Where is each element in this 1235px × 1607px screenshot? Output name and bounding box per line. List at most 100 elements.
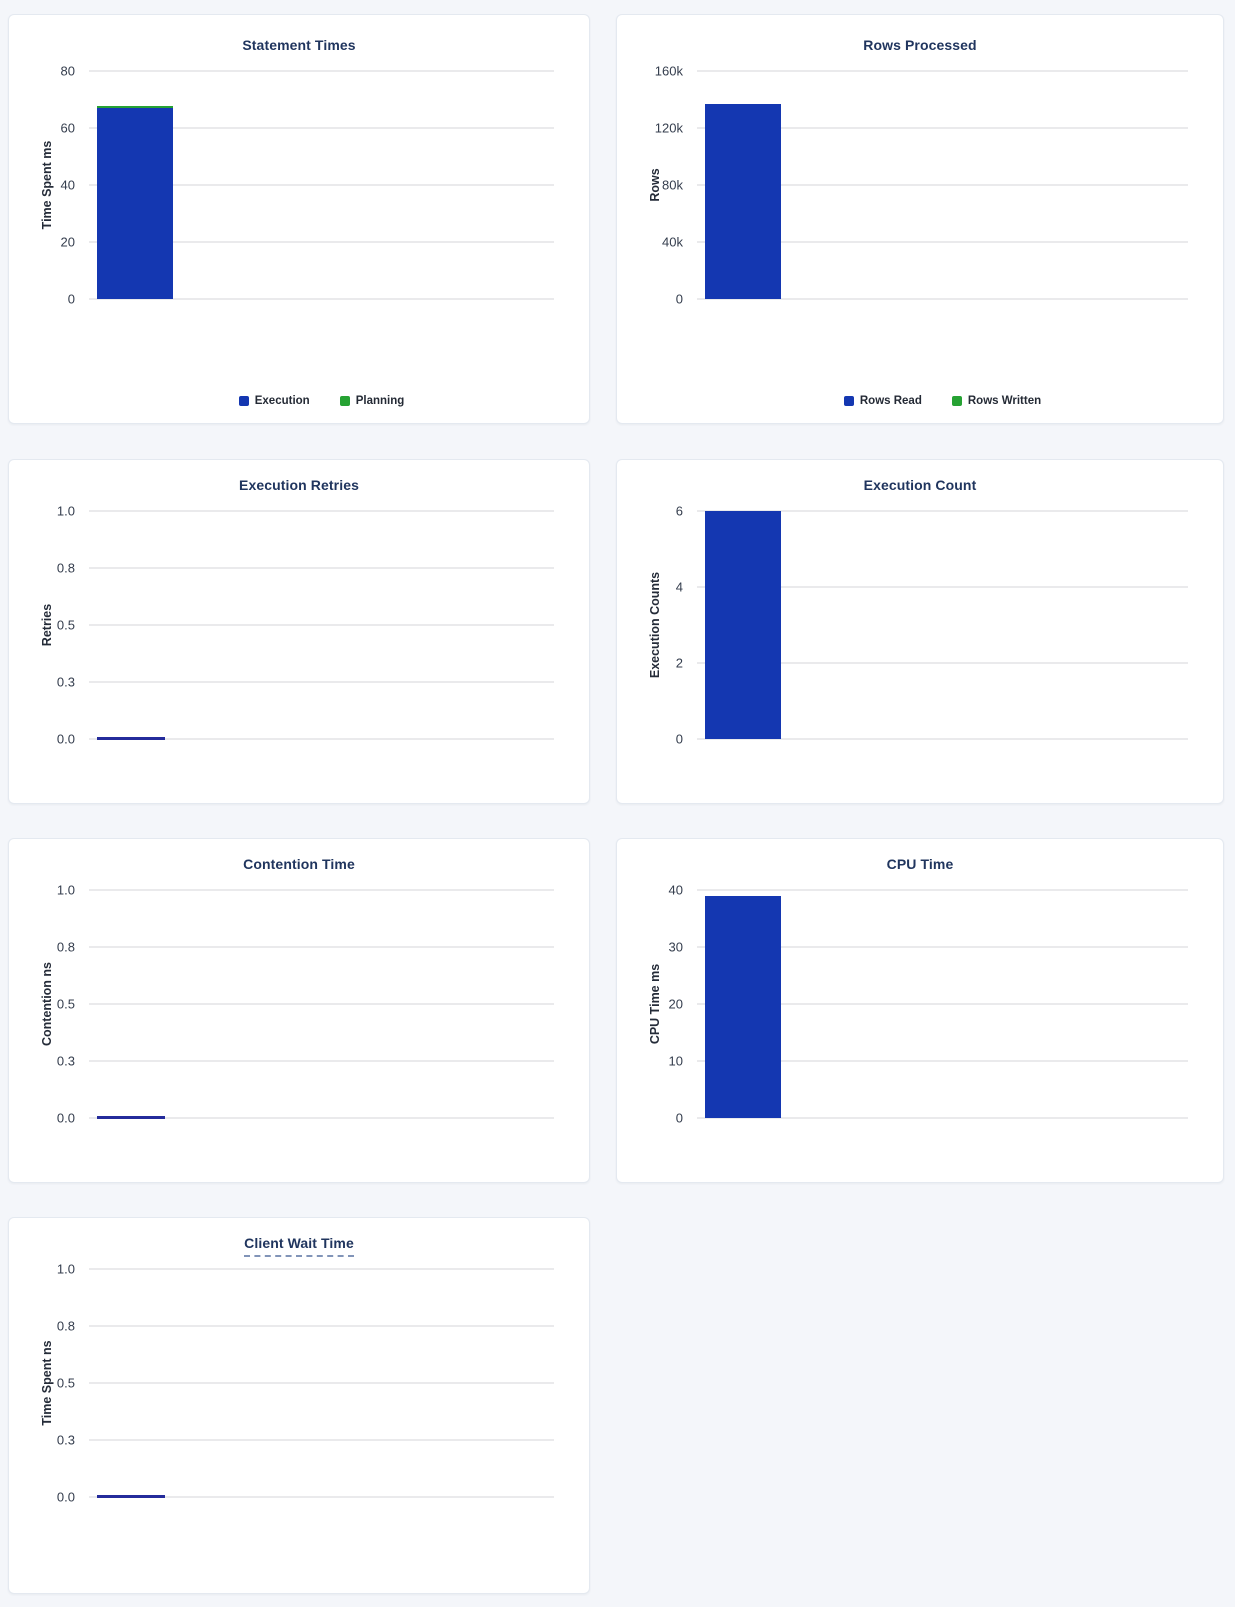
y-tick-label: 0.0 <box>56 1110 75 1126</box>
zero-value-bar <box>97 1495 165 1498</box>
y-tick-label: 1.0 <box>56 1261 75 1277</box>
y-tick-label: 0 <box>67 291 75 307</box>
chart-legend: Rows Read Rows Written <box>697 395 1188 407</box>
y-tick-label: 40k <box>662 234 683 250</box>
gridline <box>89 1060 554 1062</box>
y-tick-label: 0.3 <box>56 1053 75 1069</box>
chart-title: Statement Times <box>242 37 356 53</box>
chart-title: Execution Retries <box>239 477 359 493</box>
gridline <box>89 298 554 300</box>
y-tick-label: 30 <box>668 939 683 955</box>
chart-card-cpu-time: CPU Time CPU Time ms 0 10 20 30 40 <box>616 838 1224 1183</box>
gridline <box>89 127 554 129</box>
y-axis-label: Execution Counts <box>648 571 662 679</box>
gridline <box>89 1117 554 1119</box>
gridline <box>89 1439 554 1441</box>
plot-area-cpu-time: CPU Time ms 0 10 20 30 40 <box>648 883 1188 1126</box>
gridline <box>697 1003 1188 1005</box>
gridline <box>89 70 554 72</box>
chart-card-rows-processed: Rows Processed Rows 0 40k 80k 120k 160k Rows… <box>616 14 1224 424</box>
gridline <box>89 1003 554 1005</box>
gridline <box>697 1117 1188 1119</box>
gridline <box>89 738 554 740</box>
chart-title: CPU Time <box>886 856 954 872</box>
gridline <box>697 586 1188 588</box>
y-tick-label: 40 <box>60 177 75 193</box>
y-tick-label: 80k <box>662 177 683 193</box>
y-axis-label: Retries <box>40 603 54 647</box>
gridline <box>89 681 554 683</box>
legend-item: Planning <box>339 395 405 407</box>
gridline <box>89 184 554 186</box>
y-axis-label: Rows <box>648 168 662 202</box>
y-tick-label: 0.0 <box>56 731 75 747</box>
legend-item: Rows Written <box>951 395 1042 407</box>
y-axis-label: Time Spent ns <box>40 1340 54 1426</box>
chart-title-wrap: Client Wait Time <box>9 1235 589 1257</box>
chart-title-wrap: Contention Time <box>9 856 589 872</box>
bar-cpu-time <box>705 896 781 1118</box>
y-tick-label: 0.5 <box>56 1375 75 1391</box>
y-tick-label: 1.0 <box>56 882 75 898</box>
chart-title-wrap: CPU Time <box>617 856 1223 872</box>
gridline <box>697 127 1188 129</box>
chart-legend: Execution Planning <box>89 395 554 407</box>
chart-title-wrap: Statement Times <box>9 37 589 53</box>
y-tick-label: 0.3 <box>56 1432 75 1448</box>
chart-title-wrap: Execution Count <box>617 477 1223 493</box>
bar-planning <box>97 106 173 108</box>
y-axis-label: Contention ns <box>40 961 54 1047</box>
gridline <box>89 567 554 569</box>
chart-card-execution-retries: Execution Retries Retries 0.0 0.3 0.5 0.8 1.… <box>8 459 590 804</box>
chart-card-client-wait-time: Client Wait Time Time Spent ns 0.0 0.3 0.5… <box>8 1217 590 1594</box>
chart-title-wrap: Execution Retries <box>9 477 589 493</box>
plot-area-execution-count: Execution Counts 0 2 4 6 <box>648 504 1188 747</box>
y-axis-label: Time Spent ms <box>40 140 54 230</box>
gridline <box>89 241 554 243</box>
zero-value-bar <box>97 737 165 740</box>
legend-label: Rows Written <box>967 395 1042 407</box>
y-tick-label: 1.0 <box>56 503 75 519</box>
y-tick-label: 4 <box>675 579 683 595</box>
gridline <box>697 70 1188 72</box>
legend-item: Execution <box>238 395 310 407</box>
bar-rows-read <box>705 104 781 299</box>
gridline <box>89 1496 554 1498</box>
y-tick-label: 0.3 <box>56 674 75 690</box>
y-tick-label: 0.8 <box>56 939 75 955</box>
plot-area-statement-times: Time Spent ms 0 20 40 60 80 <box>40 64 554 307</box>
y-tick-label: 0 <box>675 731 683 747</box>
y-tick-label: 0.8 <box>56 560 75 576</box>
gridline <box>89 1382 554 1384</box>
gridline <box>89 510 554 512</box>
zero-value-bar <box>97 1116 165 1119</box>
legend-item: Rows Read <box>843 395 922 407</box>
legend-swatch-icon <box>951 396 962 406</box>
plot-area-rows-processed: Rows 0 40k 80k 120k 160k <box>648 64 1188 307</box>
legend-swatch-icon <box>238 396 249 406</box>
y-tick-label: 0 <box>675 1110 683 1126</box>
gridline <box>89 1325 554 1327</box>
y-tick-label: 20 <box>60 234 75 250</box>
chart-title-with-tooltip[interactable]: Client Wait Time <box>244 1235 354 1257</box>
chart-card-contention-time: Contention Time Contention ns 0.0 0.3 0.5 0… <box>8 838 590 1183</box>
gridline <box>89 624 554 626</box>
legend-label: Execution <box>254 395 310 407</box>
gridline <box>89 1268 554 1270</box>
legend-swatch-icon <box>843 396 854 406</box>
y-tick-label: 160k <box>654 63 683 79</box>
legend-label: Planning <box>355 395 405 407</box>
plot-area-client-wait-time: Time Spent ns 0.0 0.3 0.5 0.8 1.0 <box>40 1262 554 1505</box>
y-tick-label: 80 <box>60 63 75 79</box>
y-tick-label: 0.8 <box>56 1318 75 1334</box>
gridline <box>89 946 554 948</box>
y-tick-label: 0.0 <box>56 1489 75 1505</box>
plot-area-contention-time: Contention ns 0.0 0.3 0.5 0.8 1.0 <box>40 883 554 1126</box>
y-tick-label: 0 <box>675 291 683 307</box>
y-axis-label: CPU Time ms <box>648 963 662 1045</box>
bar-execution-count <box>705 511 781 739</box>
gridline <box>697 184 1188 186</box>
y-tick-label: 40 <box>668 882 683 898</box>
chart-title-wrap: Rows Processed <box>617 37 1223 53</box>
legend-label: Rows Read <box>859 395 922 407</box>
